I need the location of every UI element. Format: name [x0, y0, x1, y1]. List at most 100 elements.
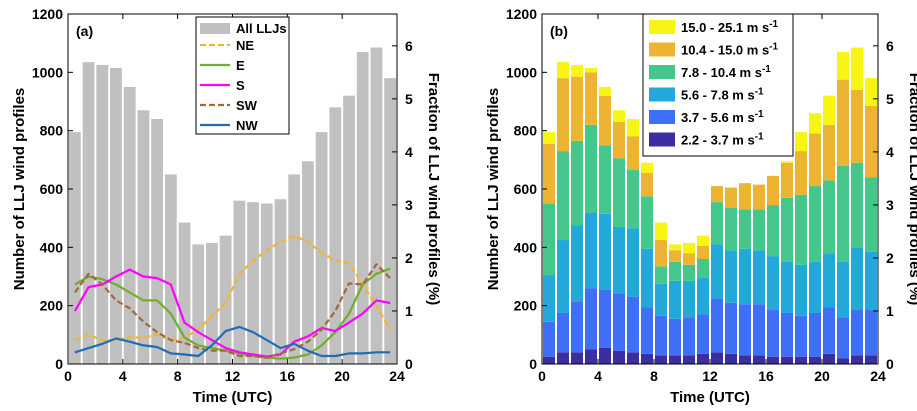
bar-segment	[654, 315, 668, 356]
bar-segment	[640, 196, 654, 249]
bar-segment	[668, 280, 682, 319]
bar-segment	[654, 266, 668, 284]
y2-tick-label: 6	[405, 38, 413, 54]
series-line-nw	[74, 325, 391, 358]
bar-segment	[598, 95, 612, 146]
bar-segment	[696, 259, 710, 278]
bar-segment	[584, 72, 598, 125]
bar-segment	[542, 356, 556, 364]
bar-segment	[598, 213, 612, 290]
bar-segment	[780, 312, 794, 357]
panel-a: 0 4 8 12 16 20 240200400600800100012000123456T…	[11, 6, 442, 406]
bar-segment	[556, 151, 570, 241]
y2-tick-label: 0	[405, 356, 413, 372]
x-tick-label: 4	[594, 368, 602, 384]
x-axis-label: Time (UTC)	[670, 389, 750, 406]
legend-label-text: 7.8 - 10.4 m s	[681, 65, 762, 80]
legend-label: NE	[236, 38, 254, 53]
bar-segment	[612, 226, 626, 294]
bar-segment	[626, 228, 640, 297]
bar-segment	[794, 132, 808, 152]
bar-segment	[780, 161, 794, 163]
bar-segment	[710, 186, 724, 203]
bar-segment	[710, 244, 724, 299]
bar-segment	[836, 79, 850, 166]
y-tick-label: 800	[40, 123, 64, 139]
bar-segment	[794, 315, 808, 357]
bar	[192, 244, 205, 364]
bar-segment	[822, 95, 836, 125]
x-tick-label: 16	[758, 368, 774, 384]
bar-segment	[654, 283, 668, 316]
bar-segment	[682, 317, 696, 356]
series-line-sw	[74, 263, 391, 359]
bar-segment	[556, 312, 570, 353]
bar-segment	[864, 78, 878, 106]
legend-swatch	[649, 20, 675, 34]
bar-segment	[752, 304, 766, 356]
legend-label-text: 3.7 - 5.6 m s	[681, 110, 755, 125]
bar-segment	[556, 62, 570, 79]
bar-segment	[668, 250, 682, 262]
legend-label: E	[236, 58, 245, 73]
legend-label: 5.6 - 7.8 m s-1	[681, 87, 764, 103]
bar	[315, 132, 328, 364]
bar-segment	[612, 110, 626, 122]
bar	[219, 235, 232, 364]
bar-segment	[850, 162, 864, 248]
bar	[96, 65, 109, 365]
legend-label-unit-exponent: -1	[762, 64, 771, 75]
x-tick-label: 20	[814, 368, 830, 384]
y2-tick-label: 3	[405, 197, 413, 213]
bar-segment	[598, 86, 612, 96]
bar	[356, 51, 369, 365]
bar	[110, 67, 122, 364]
legend-label: 7.8 - 10.4 m s-1	[681, 64, 771, 80]
y-tick-label: 0	[55, 356, 63, 372]
y2-tick-label: 1	[886, 303, 894, 319]
bar-segment	[626, 119, 640, 137]
bar-segment	[710, 202, 724, 245]
y2-tick-label: 2	[405, 250, 413, 266]
x-tick-label: 0	[64, 368, 72, 384]
bar-segment	[598, 289, 612, 348]
bar	[68, 132, 81, 364]
legend-swatch	[649, 132, 675, 147]
bar-segment	[570, 301, 584, 353]
bar	[274, 199, 287, 364]
y-tick-label: 400	[40, 239, 64, 255]
bar	[247, 202, 259, 364]
bar-segment	[752, 250, 766, 305]
bar-segment	[682, 242, 696, 254]
bar-segment	[640, 162, 654, 173]
legend-label: S	[236, 78, 245, 93]
bar-segment	[626, 170, 640, 229]
bar-segment	[752, 355, 766, 364]
bar-segment	[584, 124, 598, 213]
y2-tick-label: 6	[886, 38, 894, 54]
bar-segment	[542, 132, 556, 144]
bar-segment	[570, 76, 584, 141]
bar	[206, 242, 218, 364]
bar-segment	[822, 353, 836, 364]
bar-segment	[612, 294, 626, 351]
bar	[288, 174, 301, 364]
bar	[384, 78, 397, 365]
legend-swatch	[649, 42, 675, 57]
bar-segment	[794, 151, 808, 195]
bar-segment	[808, 186, 822, 262]
legend-box	[195, 16, 290, 135]
x-tick-label: 24	[870, 368, 886, 384]
series-line-e	[74, 267, 391, 360]
bar-segment	[696, 314, 710, 354]
bar-segment	[640, 353, 654, 364]
x-tick-label: 24	[389, 368, 405, 384]
bar-segment	[668, 318, 682, 356]
x-axis-label: Time (UTC)	[193, 389, 273, 406]
bar-segment	[822, 307, 836, 354]
bar-segment	[696, 353, 710, 364]
bar-segment	[682, 253, 696, 265]
bar-segment	[738, 248, 752, 305]
bar	[178, 222, 191, 364]
y2-tick-label: 4	[886, 144, 894, 160]
